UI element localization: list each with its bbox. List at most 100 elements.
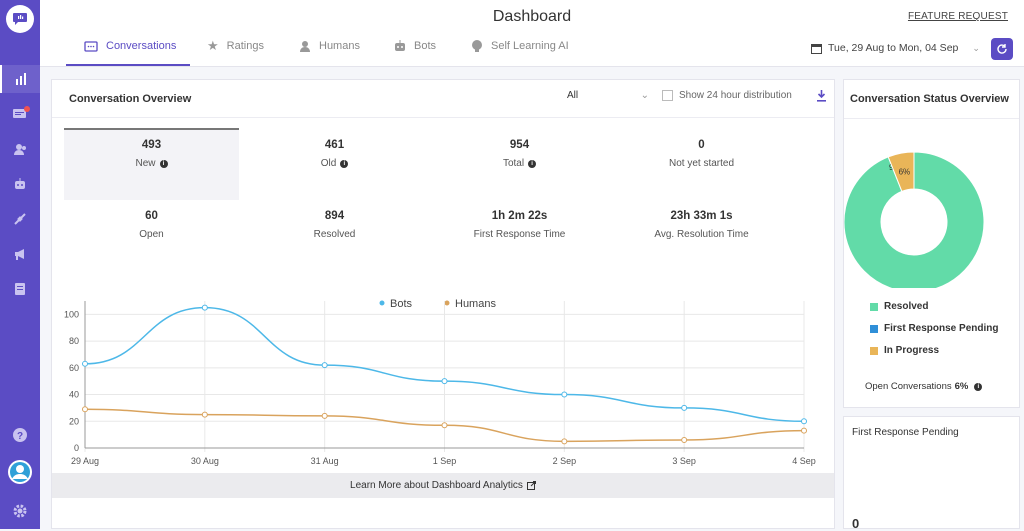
stat-value: 894	[324, 210, 345, 222]
learn-more-link[interactable]: Learn More about Dashboard Analytics	[350, 480, 523, 491]
y-tick-label: 20	[69, 416, 79, 426]
legend-item-resolved: Resolved	[870, 301, 998, 312]
stat-value: 954	[509, 139, 530, 151]
contacts-icon	[14, 144, 26, 155]
sidebar-item-help[interactable]: ?	[0, 421, 40, 449]
card-title: Conversation Status Overview	[850, 93, 1009, 105]
x-tick-label: 1 Sep	[433, 456, 457, 466]
sidebar-item-campaigns[interactable]	[0, 240, 40, 268]
star-icon: ★	[207, 38, 219, 53]
divider	[844, 118, 1019, 119]
sidebar-item-profile[interactable]	[0, 458, 40, 486]
y-tick-label: 60	[69, 363, 79, 373]
show24-toggle[interactable]: Show 24 hour distribution	[662, 90, 792, 101]
app-logo[interactable]	[6, 5, 34, 33]
x-tick-label: 31 Aug	[311, 456, 339, 466]
sidebar-item-bots[interactable]	[0, 170, 40, 198]
tab-conversations[interactable]: Conversations	[66, 40, 190, 66]
sidebar-item-conversations[interactable]	[0, 100, 40, 128]
external-link-icon	[526, 481, 536, 490]
stat-resolved[interactable]: 894 Resolved	[247, 201, 422, 271]
data-point	[441, 422, 448, 429]
legend-item-first-response-pending: First Response Pending	[870, 323, 998, 334]
tab-label: Ratings	[226, 40, 264, 52]
filter-value: All	[567, 90, 579, 101]
legend-label: In Progress	[884, 345, 940, 356]
stat-label: Not yet started	[668, 158, 735, 169]
data-point	[801, 427, 807, 434]
stat-not-yet-started[interactable]: 0 Not yet started	[614, 130, 789, 200]
tab-label: Conversations	[106, 40, 177, 52]
stat-label: Avg. Resolution Time	[654, 229, 749, 240]
notification-dot	[24, 106, 30, 112]
gear-icon	[13, 504, 27, 518]
stat-open[interactable]: 60 Open	[64, 201, 239, 271]
data-point	[801, 418, 807, 425]
data-point	[681, 404, 688, 411]
plug-icon	[14, 213, 26, 225]
tab-humans[interactable]: Humans	[299, 40, 360, 66]
learn-more-bar[interactable]: Learn More about Dashboard Analytics	[52, 473, 834, 498]
stat-label: Old	[320, 158, 337, 169]
stat-first-response-time[interactable]: 1h 2m 22s First Response Time	[432, 201, 607, 271]
date-range-picker[interactable]: Tue, 29 Aug to Mon, 04 Sep ⌄	[811, 42, 980, 54]
y-tick-label: 40	[69, 390, 79, 400]
chat-logo-icon	[13, 13, 27, 25]
checkbox[interactable]	[662, 90, 673, 101]
stat-value: 461	[324, 139, 345, 151]
filter-select[interactable]: All ⌄	[567, 90, 649, 101]
data-point	[201, 411, 208, 418]
sidebar-item-contacts[interactable]	[0, 135, 40, 163]
top-bar: Dashboard FEATURE REQUEST Conversations …	[40, 0, 1024, 67]
legend-swatch	[870, 302, 878, 311]
data-point	[441, 378, 448, 385]
stat-value: 1h 2m 22s	[491, 210, 548, 222]
chat-icon	[84, 41, 98, 52]
show24-label: Show 24 hour distribution	[679, 90, 792, 101]
legend-label: First Response Pending	[884, 323, 999, 334]
date-range-label: Tue, 29 Aug to Mon, 04 Sep	[828, 42, 959, 54]
open-label: Open Conversations	[865, 381, 952, 392]
tab-ratings[interactable]: ★ Ratings	[207, 38, 264, 66]
sidebar-item-dashboard[interactable]	[0, 65, 40, 93]
refresh-button[interactable]	[991, 38, 1013, 60]
legend-swatch	[870, 324, 878, 333]
sidebar-item-reports[interactable]	[0, 275, 40, 303]
legend-label: Bots	[390, 298, 413, 310]
open-value: 6%	[954, 381, 969, 392]
status-overview-card: Conversation Status Overview 94%6% Resol…	[843, 79, 1020, 408]
x-tick-label: 2 Sep	[553, 456, 577, 466]
bar-chart-icon	[16, 73, 26, 85]
first-response-pending-card: First Response Pending 0	[843, 416, 1020, 531]
svg-text:?: ?	[17, 431, 23, 442]
feature-request-link[interactable]: FEATURE REQUEST	[907, 11, 1008, 22]
chat-icon	[13, 109, 26, 118]
stat-new[interactable]: 493 New i	[64, 128, 239, 200]
info-icon: i	[159, 159, 168, 168]
data-point	[201, 304, 208, 311]
chevron-down-icon: ⌄	[972, 42, 980, 53]
donut-slice-in-progress	[887, 151, 915, 192]
brain-icon	[472, 40, 482, 52]
data-point	[82, 360, 88, 367]
bot-icon	[395, 40, 405, 51]
donut-slice-resolved	[844, 151, 985, 288]
stat-label: Open	[139, 229, 164, 240]
stat-old[interactable]: 461 Old i	[247, 130, 422, 200]
stat-avg-resolution-time[interactable]: 23h 33m 1s Avg. Resolution Time	[614, 201, 789, 271]
tab-self-learning-ai[interactable]: Self Learning AI	[471, 40, 569, 66]
download-button[interactable]	[816, 89, 827, 107]
data-point	[82, 406, 88, 413]
sidebar-item-settings[interactable]	[0, 497, 40, 525]
open-conversations: Open Conversations 6% i	[865, 381, 983, 392]
stat-label: New	[135, 158, 156, 169]
data-point	[681, 436, 688, 443]
card-title: Conversation Overview	[69, 93, 192, 105]
data-point	[561, 438, 568, 445]
megaphone-icon	[15, 249, 24, 260]
tab-bots[interactable]: Bots	[394, 40, 436, 66]
refresh-icon	[997, 44, 1007, 54]
stat-total[interactable]: 954 Total i	[432, 130, 607, 200]
status-legend: Resolved First Response Pending In Progr…	[870, 301, 998, 356]
sidebar-item-integrations[interactable]	[0, 205, 40, 233]
